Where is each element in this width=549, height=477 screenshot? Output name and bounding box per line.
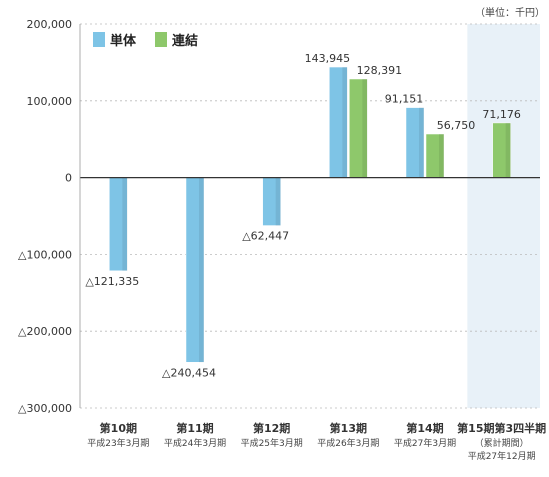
y-tick-label: 100,000	[27, 95, 73, 108]
x-category-label: 第10期	[100, 421, 137, 435]
y-tick-label: 200,000	[27, 18, 73, 31]
highlight-column	[467, 24, 540, 408]
x-category-sublabel: 平成24年3月期	[164, 437, 226, 449]
legend-swatch-single	[93, 32, 105, 47]
data-label-consolidated: 56,750	[437, 119, 476, 132]
bar-shade	[362, 78, 368, 178]
x-category-label: 第12期	[253, 421, 290, 435]
label-layer: 200,000 100,000 0 △100,000 △200,000 △300,000 △…	[18, 18, 546, 462]
x-category-sublabel: 平成26年3月期	[317, 437, 379, 449]
bar-shade	[505, 122, 511, 178]
bar-layer	[109, 66, 511, 363]
x-category-sublabel: （累計期間）	[475, 437, 529, 449]
data-label-single: △240,454	[162, 366, 216, 379]
legend-swatch-consolidated	[155, 32, 167, 47]
y-tick-label: △300,000	[18, 402, 72, 415]
bar-shade	[419, 107, 424, 178]
bar-shade	[122, 177, 128, 271]
axis-layer	[79, 24, 540, 408]
x-category-sublabel: 平成27年12月期	[468, 450, 536, 462]
data-label-single: △62,447	[242, 230, 289, 243]
bar-shade	[199, 177, 204, 363]
x-category-label: 第11期	[176, 421, 213, 435]
x-category-sublabel: 平成23年3月期	[87, 437, 149, 449]
highlight-layer	[467, 24, 540, 408]
unit-label: （単位：千円）	[475, 6, 545, 19]
x-category-sublabel: 平成25年3月期	[241, 437, 303, 449]
x-category-sublabel: 平成27年3月期	[394, 437, 456, 449]
legend-label-consolidated: 連結	[172, 33, 198, 49]
y-tick-label: △100,000	[18, 248, 72, 261]
x-category-label: 第14期	[406, 421, 443, 435]
legend: 単体 連結	[88, 26, 236, 52]
data-label-consolidated: 71,176	[482, 108, 521, 121]
legend-label-single: 単体	[110, 33, 137, 49]
bar-shade	[275, 177, 281, 226]
x-category-label: 第13期	[330, 421, 367, 435]
grid-layer	[80, 23, 540, 409]
y-tick-label: 0	[65, 172, 72, 185]
data-label-consolidated: 128,391	[357, 64, 403, 77]
bar-shade	[439, 134, 444, 178]
data-label-single: △121,335	[85, 275, 139, 288]
data-label-single: 143,945	[305, 52, 351, 65]
bar-shade	[342, 67, 348, 178]
y-tick-label: △200,000	[18, 325, 72, 338]
data-label-single: 91,151	[385, 93, 424, 106]
x-category-label: 第15期第3四半期	[457, 421, 546, 435]
